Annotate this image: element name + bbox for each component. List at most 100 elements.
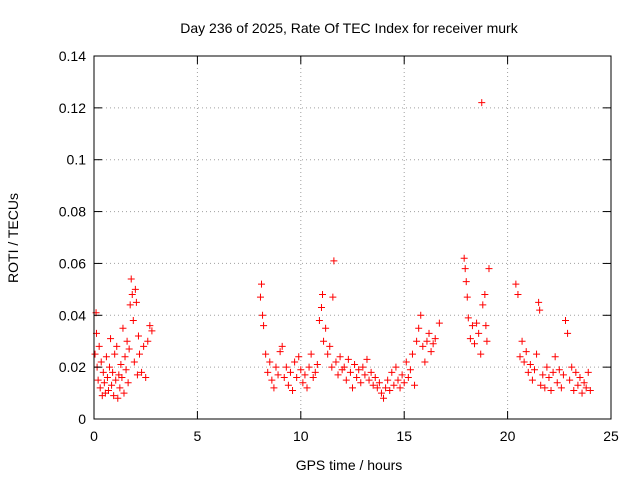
data-point <box>135 350 143 358</box>
data-point <box>262 350 270 358</box>
data-point <box>406 366 414 374</box>
data-point <box>547 386 555 394</box>
data-point <box>291 358 299 366</box>
data-point <box>340 363 348 371</box>
y-tick-label: 0.04 <box>59 307 86 323</box>
y-tick-label: 0.12 <box>59 100 86 116</box>
data-point <box>512 280 520 288</box>
data-point <box>130 358 138 366</box>
data-point <box>572 368 580 376</box>
data-point <box>121 353 129 361</box>
data-point <box>293 374 301 382</box>
data-point <box>541 384 549 392</box>
data-point <box>578 389 586 397</box>
data-point <box>431 335 439 343</box>
data-point <box>128 291 136 299</box>
data-point <box>419 342 427 350</box>
y-tick-label: 0.06 <box>59 255 86 271</box>
data-point <box>260 322 268 330</box>
data-point <box>320 337 328 345</box>
x-tick-label: 15 <box>396 428 412 444</box>
data-point <box>99 368 107 376</box>
data-point <box>533 350 541 358</box>
data-point <box>118 374 126 382</box>
data-point <box>545 374 553 382</box>
data-point <box>329 293 337 301</box>
data-point <box>102 353 110 361</box>
data-point <box>355 366 363 374</box>
data-point <box>562 316 570 324</box>
data-point <box>103 374 111 382</box>
data-point <box>91 350 99 358</box>
grid-lines <box>94 56 611 419</box>
data-point <box>460 254 468 262</box>
data-point <box>481 291 489 299</box>
data-point <box>394 376 402 384</box>
data-point <box>132 298 140 306</box>
data-point <box>423 337 431 345</box>
data-point <box>369 381 377 389</box>
data-point <box>404 374 412 382</box>
data-point <box>322 324 330 332</box>
data-point <box>122 366 130 374</box>
x-axis-title: GPS time / hours <box>296 457 403 473</box>
data-point <box>148 327 156 335</box>
data-point <box>475 329 483 337</box>
data-point <box>120 389 128 397</box>
data-point <box>280 374 288 382</box>
data-point <box>309 374 317 382</box>
data-point <box>272 363 280 371</box>
data-point <box>537 381 545 389</box>
data-point <box>266 358 274 366</box>
data-point <box>524 368 532 376</box>
data-point <box>297 366 305 374</box>
data-point <box>114 394 122 402</box>
data-point <box>307 350 315 358</box>
data-point <box>386 386 394 394</box>
data-point <box>528 376 536 384</box>
data-point <box>382 384 390 392</box>
data-point <box>535 298 543 306</box>
data-point <box>427 348 435 356</box>
data-point <box>580 379 588 387</box>
data-point <box>584 368 592 376</box>
data-point <box>522 348 530 356</box>
data-point <box>125 345 133 353</box>
data-point <box>582 384 590 392</box>
data-point <box>396 384 404 392</box>
data-point <box>568 363 576 371</box>
data-point <box>131 285 139 293</box>
x-tick-label: 10 <box>293 428 309 444</box>
data-point <box>336 353 344 361</box>
data-point <box>539 371 547 379</box>
data-point <box>303 384 311 392</box>
data-point <box>142 374 150 382</box>
data-point <box>384 376 392 384</box>
data-point <box>421 358 429 366</box>
data-point <box>282 363 290 371</box>
data-point <box>425 329 433 337</box>
data-point <box>259 311 267 319</box>
data-point <box>373 384 381 392</box>
x-tick-label: 5 <box>194 428 202 444</box>
data-point <box>133 371 141 379</box>
data-point <box>295 353 303 361</box>
data-point <box>553 379 561 387</box>
data-point <box>330 257 338 265</box>
y-tick-label: 0.02 <box>59 359 86 375</box>
data-point <box>96 384 104 392</box>
data-point <box>353 374 361 382</box>
data-point <box>334 371 342 379</box>
data-point <box>286 368 294 376</box>
data-point <box>559 371 567 379</box>
axis-ticks <box>93 55 612 420</box>
data-point <box>543 363 551 371</box>
tick-labels: 0 5 10 15 20 25 0 0.02 0.04 0.06 0.08 0.1 0.12 0.14 <box>59 48 619 444</box>
data-point <box>367 368 375 376</box>
data-point <box>357 379 365 387</box>
plot-frame <box>93 55 612 420</box>
data-point <box>258 280 266 288</box>
data-point <box>392 363 400 371</box>
data-points <box>91 99 594 402</box>
data-point <box>398 371 406 379</box>
